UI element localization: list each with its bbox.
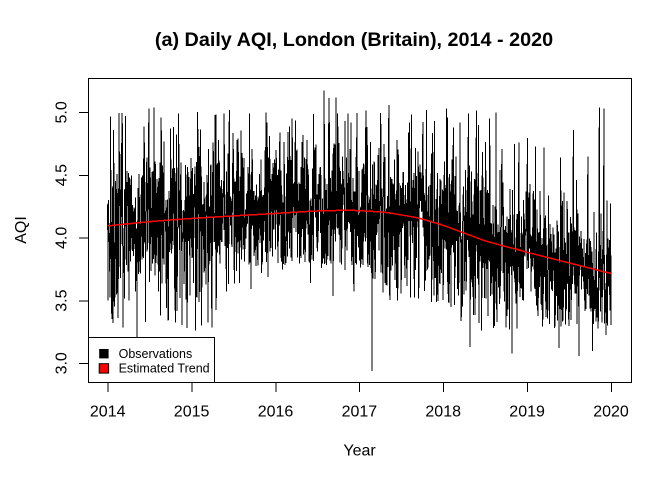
svg-text:2020: 2020 — [593, 404, 629, 421]
svg-text:Year: Year — [343, 443, 376, 460]
svg-text:2019: 2019 — [509, 404, 545, 421]
svg-text:2015: 2015 — [174, 404, 210, 421]
svg-text:2018: 2018 — [425, 404, 461, 421]
svg-text:3.5: 3.5 — [54, 289, 71, 311]
svg-text:2014: 2014 — [90, 404, 126, 421]
svg-text:Observations: Observations — [119, 347, 193, 361]
svg-text:2017: 2017 — [342, 404, 378, 421]
svg-text:Estimated Trend: Estimated Trend — [119, 362, 210, 376]
svg-text:(a) Daily AQI, London (Britain: (a) Daily AQI, London (Britain), 2014 - … — [155, 29, 553, 51]
svg-text:3.0: 3.0 — [54, 352, 71, 374]
svg-text:4.0: 4.0 — [54, 227, 71, 249]
svg-text:4.5: 4.5 — [54, 164, 71, 186]
svg-text:2016: 2016 — [258, 404, 294, 421]
svg-text:AQI: AQI — [13, 216, 30, 244]
svg-text:5.0: 5.0 — [54, 101, 71, 123]
